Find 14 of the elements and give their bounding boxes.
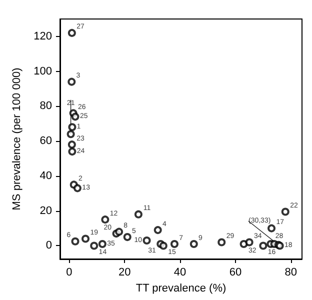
x-axis-title: TT prevalence (%)	[136, 282, 226, 294]
y-tick-label: 0	[46, 240, 52, 252]
y-tick-label: 120	[34, 30, 52, 42]
y-tick-label: 100	[34, 65, 52, 78]
x-tick-label: 60	[229, 266, 242, 278]
y-tick-label: 20	[40, 204, 52, 217]
x-tick-label: 80	[284, 266, 298, 278]
y-tick-label: 60	[40, 135, 52, 148]
y-axis-title: MS prevalence (per 100 000)	[11, 68, 24, 210]
y-tick-label: 80	[40, 100, 52, 112]
y-tick-label: 40	[40, 170, 52, 182]
x-tick-label: 40	[174, 266, 186, 278]
x-tick-label: 0	[66, 266, 72, 278]
x-tick-label: 20	[118, 266, 131, 278]
